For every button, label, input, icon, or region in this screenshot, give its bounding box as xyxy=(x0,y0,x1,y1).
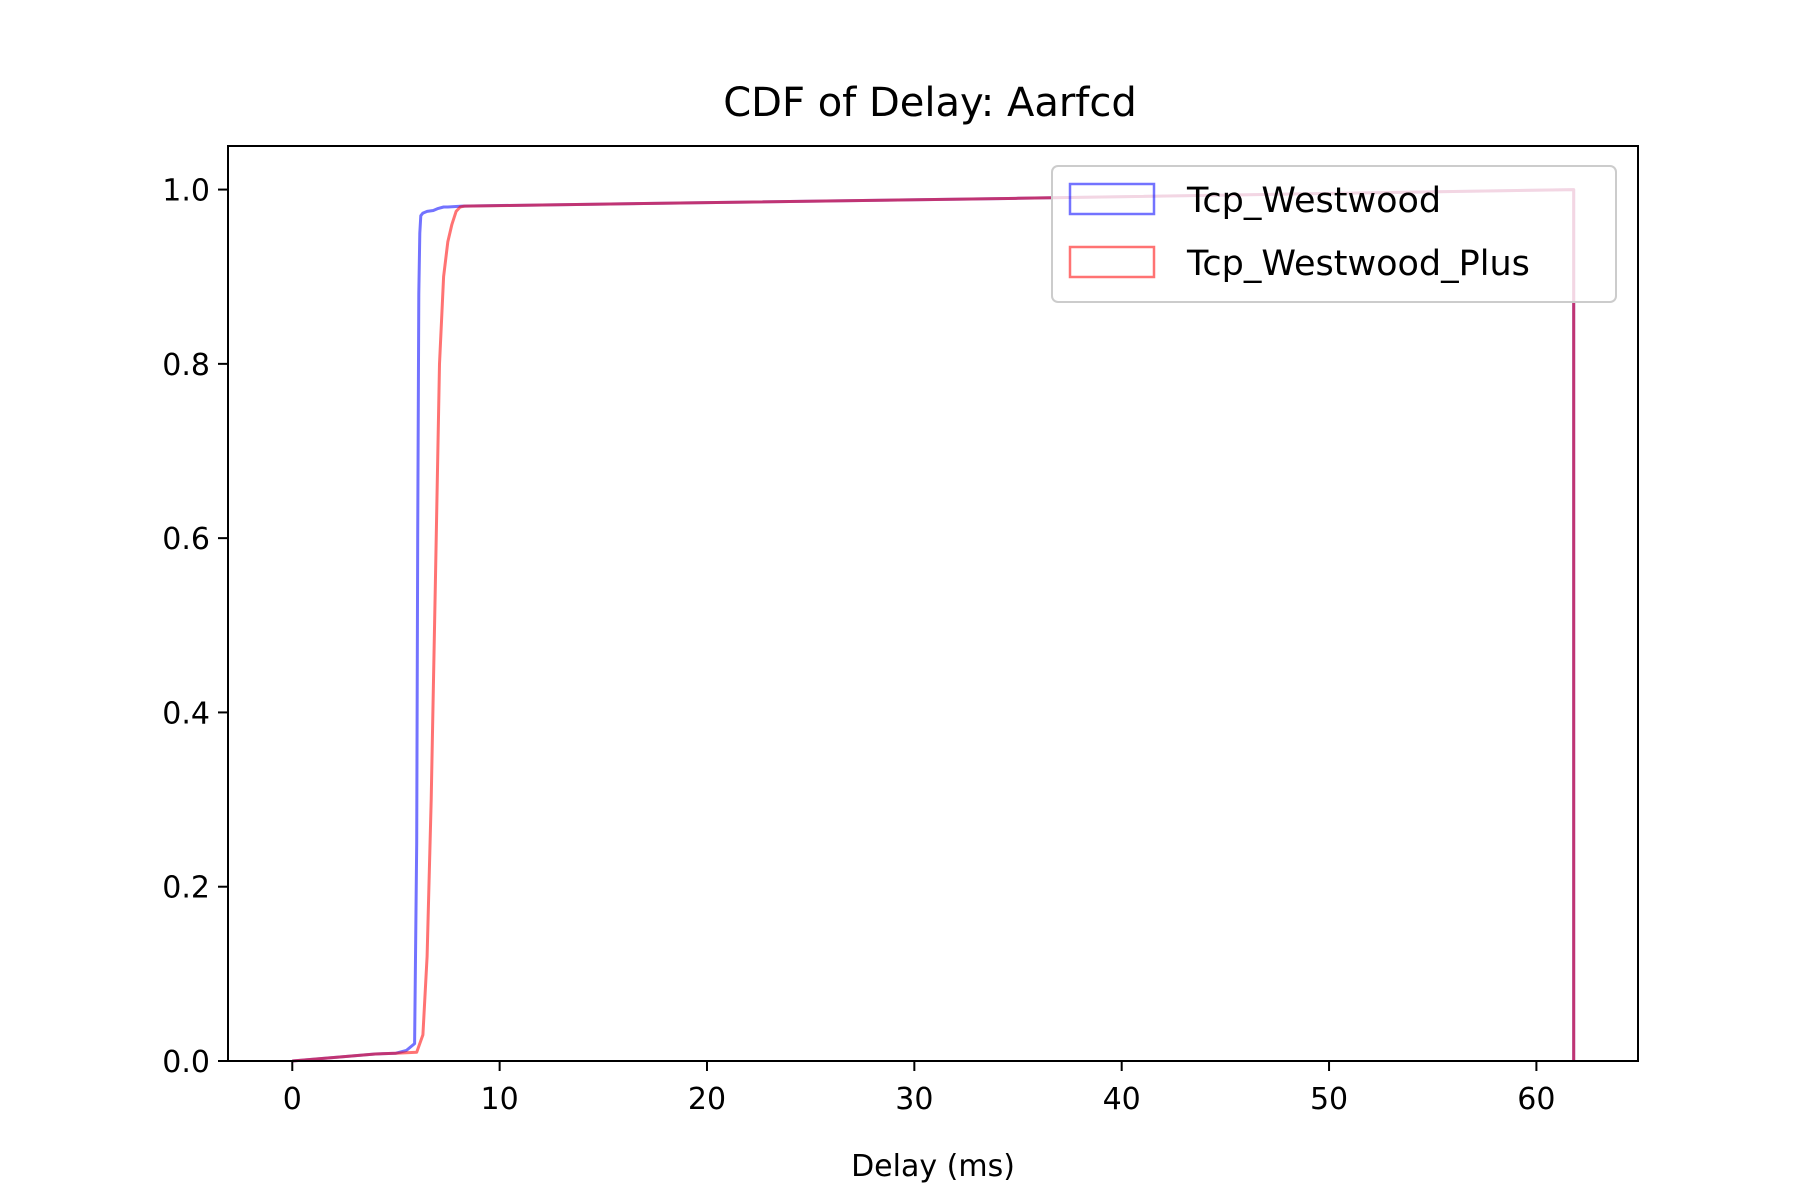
x-tick-label: 40 xyxy=(1103,1082,1141,1117)
y-tick-label: 0.4 xyxy=(162,696,210,731)
legend-label-tcp-westwood: Tcp_Westwood xyxy=(1186,181,1441,221)
x-tick-label: 50 xyxy=(1310,1082,1348,1117)
legend-swatch-tcp-westwood xyxy=(1068,182,1156,216)
chart-title: CDF of Delay: Aarfcd xyxy=(723,80,1137,126)
legend-swatch-tcp-westwood-plus xyxy=(1068,245,1156,279)
series-line-tcp-westwood-plus xyxy=(292,188,1576,1063)
y-axis-ticks: 0.0 0.2 0.4 0.6 0.8 1.0 xyxy=(162,174,228,1080)
x-axis-label: Delay (ms) xyxy=(851,1149,1015,1184)
y-tick-label: 0.6 xyxy=(162,522,210,557)
legend-label-tcp-westwood-plus: Tcp_Westwood_Plus xyxy=(1186,244,1530,284)
x-tick-label: 60 xyxy=(1517,1082,1555,1117)
x-tick-label: 30 xyxy=(895,1082,933,1117)
series-layer xyxy=(292,188,1576,1063)
x-axis-ticks: 0 10 20 30 40 50 60 xyxy=(283,1061,1555,1117)
x-tick-label: 20 xyxy=(688,1082,726,1117)
plot-frame xyxy=(227,145,1639,1062)
legend-box xyxy=(1051,165,1617,303)
x-tick-label: 10 xyxy=(481,1082,519,1117)
y-tick-label: 0.2 xyxy=(162,871,210,906)
y-tick-label: 0.0 xyxy=(162,1045,210,1080)
x-tick-label: 0 xyxy=(283,1082,302,1117)
y-tick-label: 1.0 xyxy=(162,174,210,209)
y-tick-label: 0.8 xyxy=(162,348,210,383)
legend: Tcp_Westwood Tcp_Westwood_Plus xyxy=(1051,165,1617,303)
